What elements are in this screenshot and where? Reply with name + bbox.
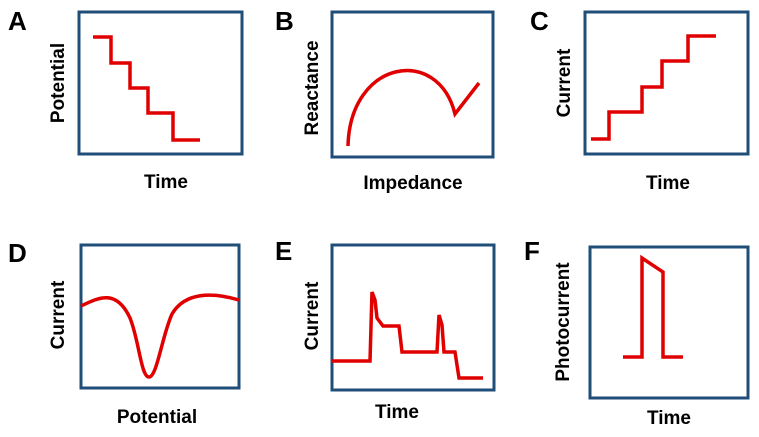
panel-f-curve bbox=[623, 254, 683, 359]
panel-e: E Current Time bbox=[275, 236, 496, 423]
panel-a-ylabel: Potential bbox=[48, 43, 69, 123]
panel-a-frame bbox=[77, 10, 244, 156]
panel-c: C Current Time bbox=[530, 6, 750, 194]
panel-b-frame bbox=[330, 10, 495, 159]
panel-a-letter: A bbox=[8, 6, 27, 36]
panel-b-ylabel: Reactance bbox=[302, 40, 323, 135]
panel-f-xlabel: Time bbox=[647, 408, 691, 429]
panel-d-frame bbox=[79, 243, 241, 390]
panel-a: A Potential Time bbox=[8, 6, 244, 193]
panel-c-letter: C bbox=[530, 6, 549, 36]
panel-e-xlabel: Time bbox=[375, 402, 419, 423]
panel-f: F Photocurrent Time bbox=[524, 236, 750, 429]
panel-c-curve bbox=[591, 34, 716, 141]
panel-c-xlabel: Time bbox=[646, 173, 690, 194]
panel-b-letter: B bbox=[275, 6, 294, 36]
panel-c-frame bbox=[583, 10, 750, 156]
panel-f-frame bbox=[588, 245, 750, 400]
panel-e-ylabel: Current bbox=[302, 281, 323, 350]
panel-f-letter: F bbox=[524, 236, 540, 266]
panel-b-xlabel: Impedance bbox=[363, 173, 462, 194]
panel-a-curve bbox=[93, 35, 200, 142]
panel-d-xlabel: Potential bbox=[117, 407, 197, 428]
panel-e-curve bbox=[332, 291, 483, 380]
panel-d-curve bbox=[80, 293, 240, 379]
panel-b-curve bbox=[346, 68, 481, 147]
panel-e-frame bbox=[330, 243, 496, 392]
panel-d-letter: D bbox=[8, 238, 27, 268]
panel-c-ylabel: Current bbox=[554, 48, 575, 117]
panel-f-ylabel: Photocurrent bbox=[553, 262, 574, 382]
panel-d: D Current Potential bbox=[8, 238, 241, 428]
panel-a-xlabel: Time bbox=[144, 172, 188, 193]
panel-e-letter: E bbox=[275, 236, 292, 266]
panel-d-ylabel: Current bbox=[48, 280, 69, 349]
panel-b: B Reactance Impedance bbox=[275, 6, 495, 194]
